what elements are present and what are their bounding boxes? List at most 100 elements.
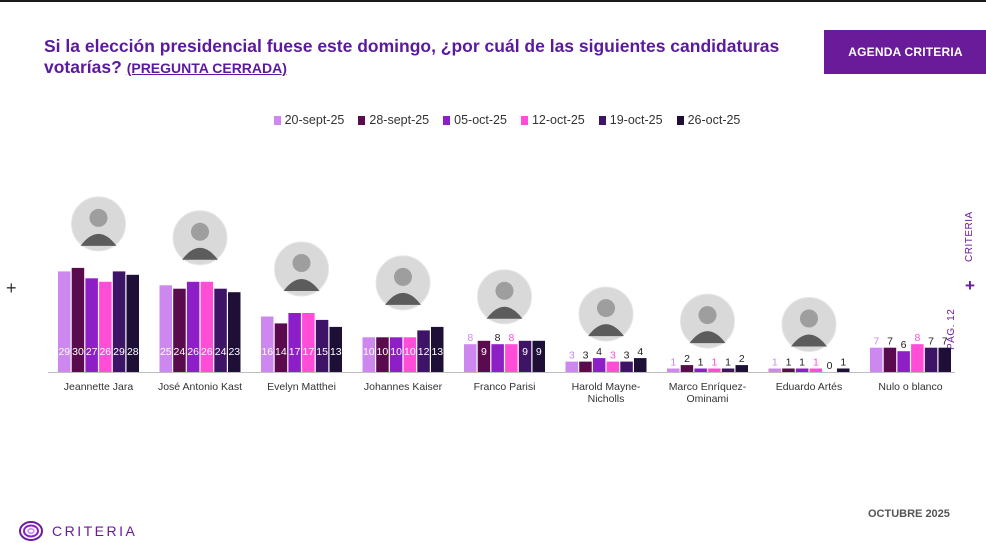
top-rule <box>0 0 986 2</box>
bar <box>58 271 71 372</box>
bar-value-label: 7 <box>873 336 879 348</box>
title-subtitle: (PREGUNTA CERRADA) <box>126 60 287 76</box>
bar-group: 29 30 27 26 29 28 <box>58 267 139 372</box>
agenda-criteria-badge: AGENDA CRITERIA <box>824 30 986 74</box>
bar-value-label: 29 <box>58 346 70 358</box>
bar <box>302 313 315 372</box>
bar <box>897 351 910 372</box>
logo-text: CRITERIA <box>52 523 138 539</box>
bar <box>721 368 735 372</box>
bar <box>261 316 274 372</box>
report-month: OCTUBRE 2025 <box>868 508 950 520</box>
bar-value-label: 12 <box>418 346 430 358</box>
legend-swatch <box>443 115 451 125</box>
bar-value-label: 27 <box>86 346 98 358</box>
bar <box>173 288 186 372</box>
legend-label: 20-sept-25 <box>284 113 345 127</box>
legend-item-2: 28-sept-25 <box>358 112 429 128</box>
bar-value-label: 24 <box>174 346 186 358</box>
bar-value-label: 1 <box>840 357 846 369</box>
category-label: Harold Mayne-Nicholls <box>572 381 641 405</box>
bar <box>329 326 342 372</box>
bar <box>71 267 85 372</box>
bar-value-label: 2 <box>684 353 690 365</box>
category-label: Evelyn Matthei <box>267 381 336 393</box>
legend-item-6: 26-oct-25 <box>676 112 741 128</box>
bar <box>403 337 417 372</box>
bar-value-label: 26 <box>187 346 199 358</box>
bar-value-label: 6 <box>901 339 907 351</box>
category-label: Nulo o blanco <box>878 381 942 393</box>
bar-value-label: 3 <box>624 350 630 362</box>
bar <box>606 361 620 372</box>
bar <box>315 319 329 372</box>
bar-group: 16 14 17 17 15 13 <box>261 313 342 372</box>
legend-swatch <box>676 115 684 125</box>
bar <box>837 368 850 372</box>
bar <box>620 361 633 372</box>
bar-value-label: 8 <box>914 332 920 344</box>
bar-value-label: 3 <box>610 350 616 362</box>
bar <box>532 340 545 372</box>
category-label: Johannes Kaiser <box>364 381 443 393</box>
legend-label: 26-oct-25 <box>687 113 741 127</box>
criteria-logo: CRITERIA <box>18 520 137 542</box>
bar-value-label: 1 <box>786 357 792 369</box>
bar <box>214 288 227 372</box>
bar-value-label: 9 <box>536 346 542 358</box>
bar <box>431 326 444 372</box>
candidate-photo-icon <box>680 293 735 349</box>
bar <box>477 340 491 372</box>
category-label: Eduardo Artés <box>776 381 843 393</box>
bar <box>870 347 883 372</box>
legend-swatch <box>358 115 366 125</box>
category-label: José Antonio Kast <box>158 381 242 393</box>
bar-value-label: 8 <box>467 332 473 344</box>
bar-value-label: 26 <box>99 346 111 358</box>
bar <box>518 340 532 372</box>
legend-label: 19-oct-25 <box>609 113 663 127</box>
legend-swatch <box>273 115 281 125</box>
bar-value-label: 10 <box>404 346 416 358</box>
bar-value-label: 13 <box>330 346 342 358</box>
bar-value-label: 8 <box>495 332 501 344</box>
bar-value-label: 0 <box>827 360 833 372</box>
chart-legend: 20-sept-25 28-sept-25 05-oct-25 12-oct-25 19… <box>0 112 986 128</box>
bar-value-label: 23 <box>228 346 240 358</box>
bar <box>667 368 680 372</box>
bar <box>389 337 403 372</box>
side-plus-icon: + <box>965 276 975 295</box>
legend-item-5: 19-oct-25 <box>598 112 663 128</box>
bar <box>782 368 795 372</box>
bar <box>809 368 823 372</box>
bar-value-label: 1 <box>725 357 731 369</box>
bar-value-label: 7 <box>928 336 934 348</box>
bar <box>417 330 430 372</box>
bar-value-label: 7 <box>942 336 948 348</box>
chart-title: Si la elección presidencial fuese este d… <box>44 36 784 79</box>
plus-icon: + <box>6 278 17 298</box>
bar <box>362 337 375 372</box>
bar-value-label: 8 <box>508 332 514 344</box>
bar-value-label: 17 <box>303 346 315 358</box>
bar-value-label: 16 <box>261 346 273 358</box>
bar <box>694 368 707 372</box>
bar-value-label: 1 <box>670 357 676 369</box>
candidate-photo-icon <box>274 241 329 297</box>
category-label: Jeannette Jara <box>64 381 134 393</box>
bar-value-label: 9 <box>481 346 487 358</box>
bar <box>288 313 301 372</box>
bar-group: 7 7 68 7 7 <box>870 332 951 372</box>
bar-value-label: 1 <box>698 357 704 369</box>
bar-value-label: 4 <box>637 346 643 358</box>
title-text: Si la elección presidencial fuese este d… <box>44 36 780 77</box>
legend-label: 05-oct-25 <box>454 113 507 127</box>
bar <box>708 368 721 372</box>
bar <box>680 365 694 372</box>
bar <box>491 344 504 372</box>
bar <box>735 365 748 372</box>
side-page-indicator: PÁG. 12 + CRITERIA <box>946 210 986 360</box>
category-label: Franco Parisi <box>474 381 536 393</box>
bar <box>200 281 214 372</box>
